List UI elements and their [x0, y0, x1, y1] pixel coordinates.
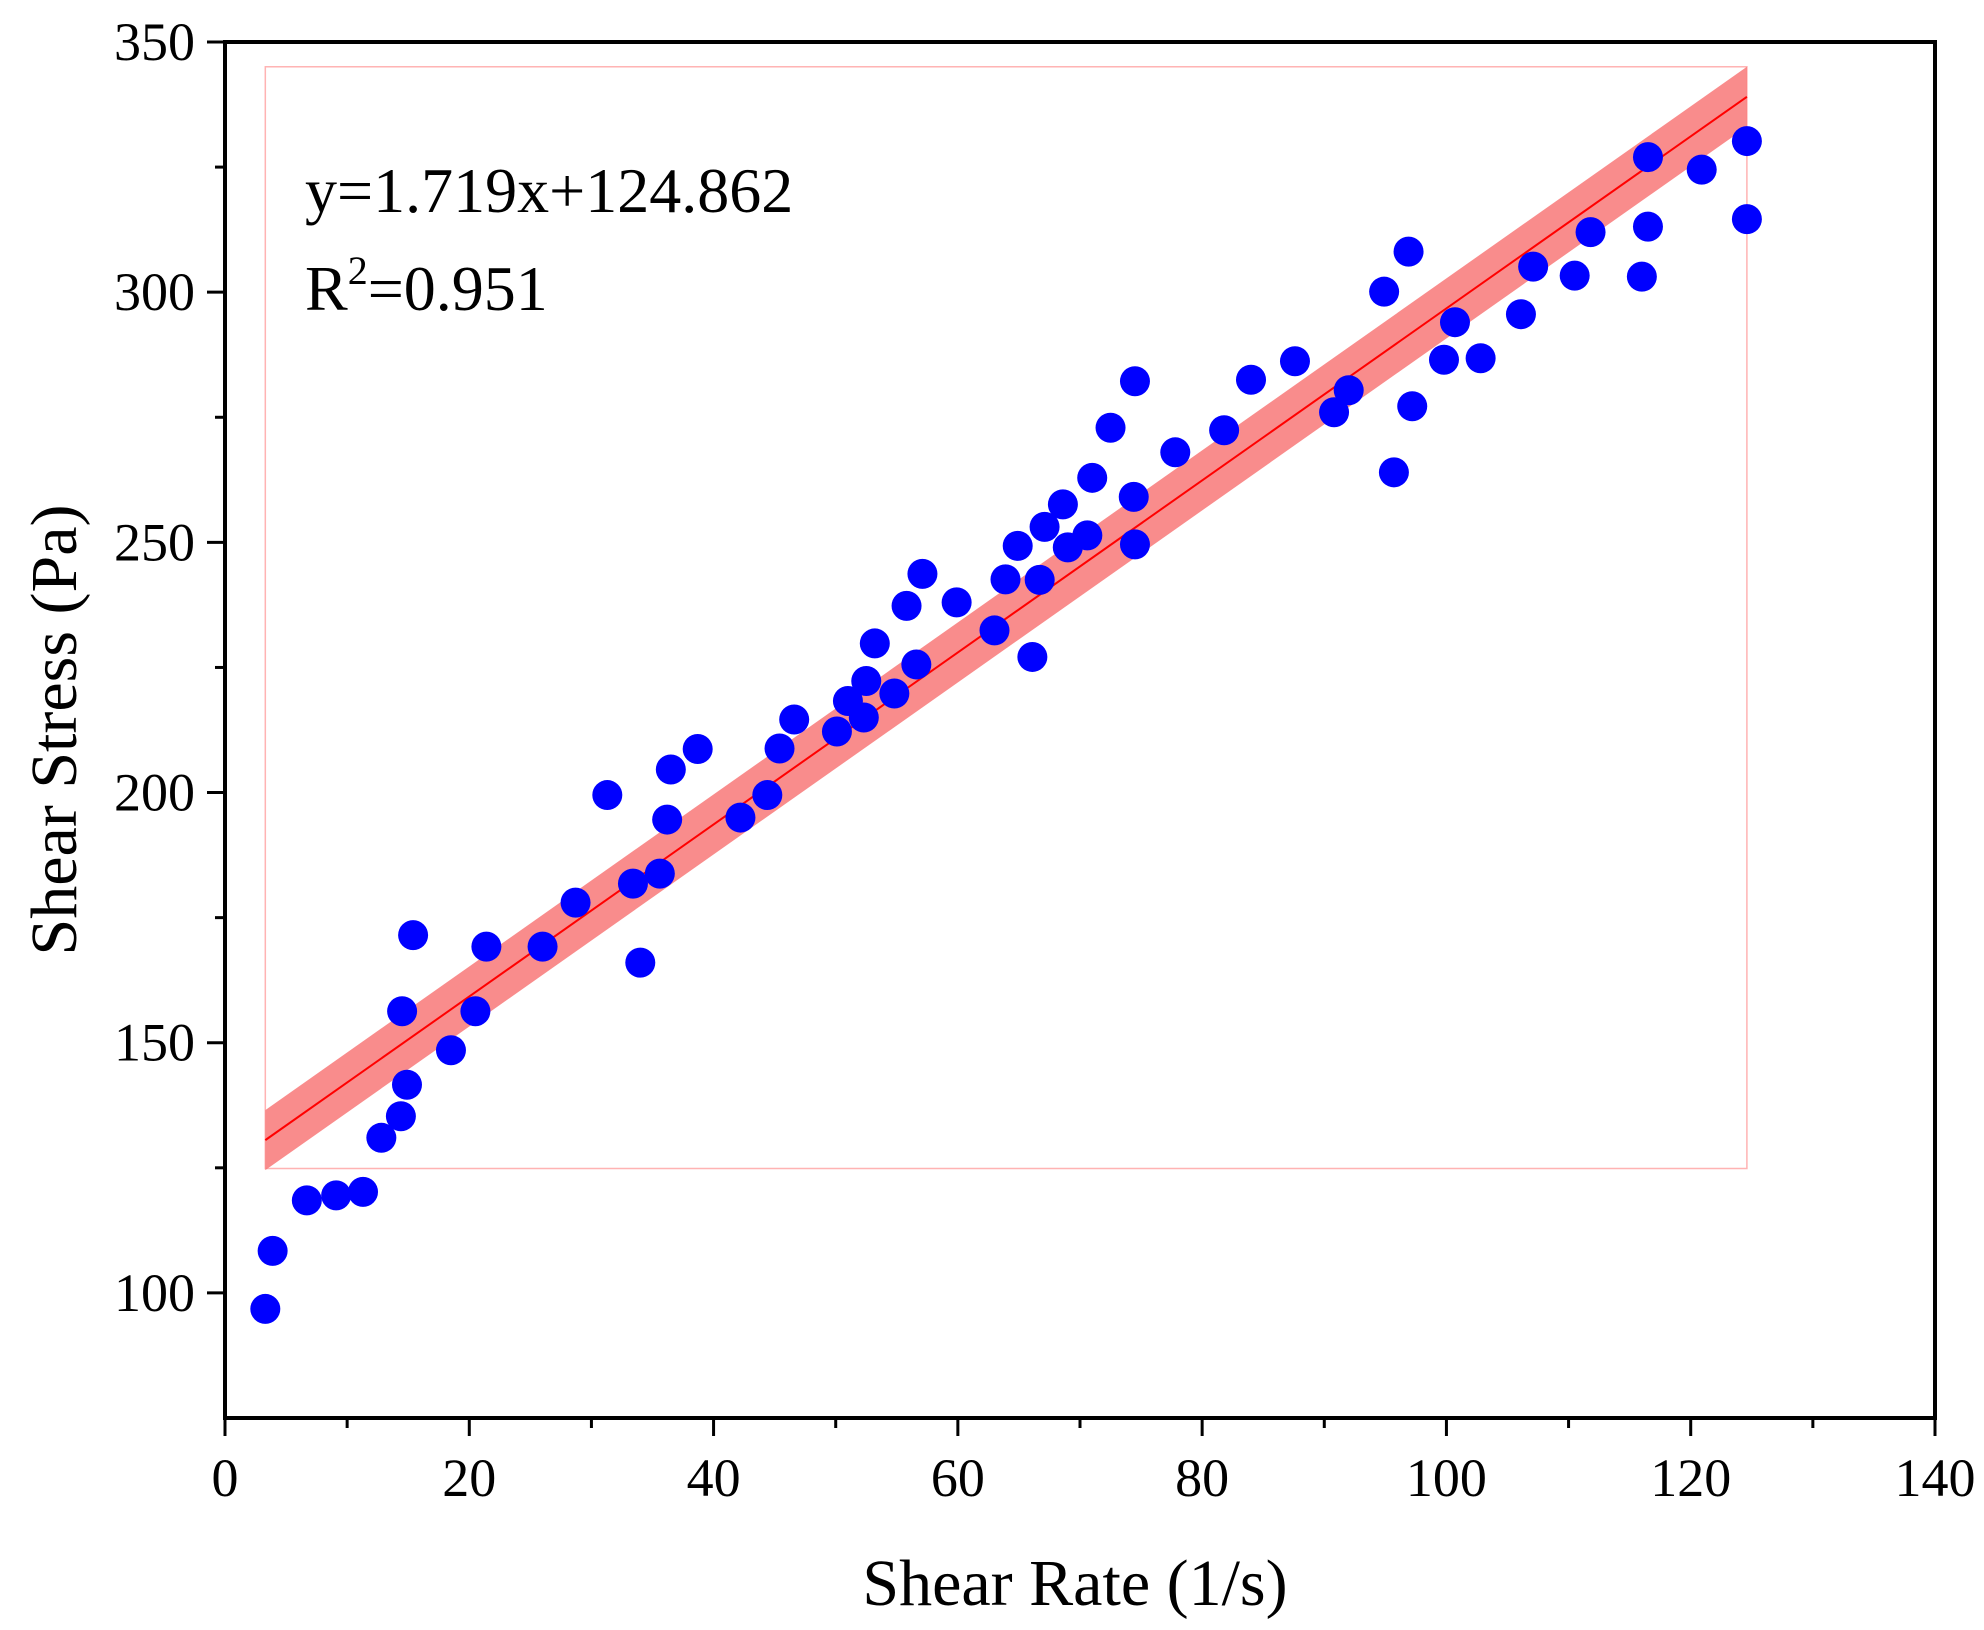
data-point [617, 868, 648, 899]
data-point [1428, 344, 1459, 375]
data-point [1333, 375, 1364, 406]
data-point [682, 734, 713, 765]
plot-frame [223, 40, 1937, 1420]
data-point [385, 1101, 416, 1132]
data-point [398, 920, 429, 951]
data-point [779, 704, 810, 735]
data-point [990, 564, 1021, 595]
data-point [1518, 251, 1549, 282]
data-point [1047, 489, 1078, 520]
data-point [941, 587, 972, 618]
x-tick-label: 80 [1175, 1448, 1229, 1508]
data-point [851, 665, 882, 696]
data-point [348, 1176, 379, 1207]
data-point [979, 615, 1010, 646]
data-point [1378, 457, 1409, 488]
data-point [725, 802, 756, 833]
x-tick-label: 0 [212, 1448, 239, 1508]
confidence-region-outline [264, 66, 1748, 1170]
data-point [1319, 397, 1350, 428]
data-point [821, 716, 852, 747]
x-tick-label: 100 [1406, 1448, 1487, 1508]
data-point [1119, 529, 1150, 560]
data-point [560, 887, 591, 918]
data-point [764, 733, 795, 764]
y-tick-label: 100 [114, 1263, 195, 1323]
data-point [435, 1035, 466, 1066]
data-point [1731, 126, 1762, 157]
data-point [1209, 415, 1240, 446]
data-point [1029, 511, 1060, 542]
data-point [1017, 641, 1048, 672]
data-point [1236, 364, 1266, 395]
x-tick-label: 60 [931, 1448, 985, 1508]
data-point [592, 780, 623, 811]
r2-prefix: R [305, 253, 348, 324]
data-point [291, 1185, 322, 1216]
data-point [655, 754, 686, 785]
data-point [859, 628, 890, 659]
data-point [1119, 366, 1150, 397]
data-point [1731, 204, 1762, 235]
data-point [652, 804, 683, 835]
data-point [471, 931, 502, 962]
data-point [1160, 437, 1191, 468]
data-point [848, 702, 879, 733]
data-point [625, 947, 656, 978]
data-point [1095, 412, 1126, 443]
ticks-layer: 0 20 40 60 80 100 120 140 100 150 200 250 300 350 [114, 12, 1976, 1508]
data-point [907, 558, 938, 589]
data-point [1559, 260, 1590, 291]
data-point [752, 780, 783, 811]
x-tick-label: 20 [442, 1448, 496, 1508]
fit-r-squared: R2=0.951 [305, 248, 548, 324]
data-point [1279, 346, 1310, 377]
data-point [1393, 236, 1424, 267]
data-point [1072, 520, 1103, 551]
data-point [527, 931, 558, 962]
data-point [1632, 142, 1663, 173]
data-point [1024, 564, 1055, 595]
y-axis-title: Shear Stress (Pa) [18, 505, 91, 956]
data-point [891, 590, 922, 621]
y-tick-label: 250 [114, 512, 195, 572]
data-point [644, 858, 675, 889]
data-point [1118, 481, 1149, 512]
data-point [321, 1180, 352, 1211]
data-point [1505, 299, 1536, 330]
data-point [460, 996, 491, 1027]
y-tick-label: 150 [114, 1013, 195, 1073]
data-point [250, 1293, 281, 1324]
data-point [366, 1122, 397, 1153]
r2-superscript: 2 [348, 248, 368, 293]
data-point [1465, 343, 1496, 374]
y-tick-label: 300 [114, 262, 195, 322]
x-axis-title: Shear Rate (1/s) [862, 1547, 1287, 1620]
x-tick-label: 140 [1895, 1448, 1976, 1508]
data-point [387, 996, 418, 1027]
y-tick-label: 350 [114, 12, 195, 72]
fit-equation: y=1.719x+124.862 [305, 155, 793, 226]
data-point [1002, 530, 1033, 561]
data-point [391, 1069, 422, 1100]
data-point [1439, 307, 1470, 338]
y-tick-label: 200 [114, 763, 195, 823]
data-point [1397, 391, 1428, 422]
data-point [1077, 462, 1108, 493]
data-point [1686, 154, 1717, 185]
x-tick-label: 120 [1650, 1448, 1731, 1508]
data-point [1369, 276, 1400, 307]
data-point [257, 1235, 288, 1266]
r2-value: =0.951 [368, 253, 548, 324]
data-point [1626, 261, 1657, 292]
data-point [901, 649, 932, 680]
data-point [879, 678, 910, 709]
data-point [1632, 211, 1663, 242]
points-layer [250, 126, 1762, 1324]
data-point [1575, 217, 1606, 248]
fit-line [264, 95, 1748, 1141]
x-tick-label: 40 [687, 1448, 741, 1508]
